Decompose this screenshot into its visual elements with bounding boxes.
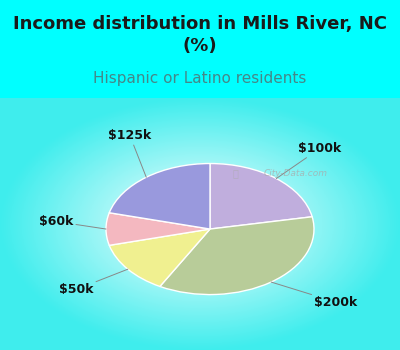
Wedge shape	[109, 229, 210, 286]
Text: $125k: $125k	[108, 129, 152, 177]
Text: $50k: $50k	[59, 269, 128, 296]
Text: $100k: $100k	[276, 142, 342, 178]
Text: Hispanic or Latino residents: Hispanic or Latino residents	[93, 71, 307, 86]
Text: Income distribution in Mills River, NC
(%): Income distribution in Mills River, NC (…	[13, 15, 387, 55]
Text: ⓘ: ⓘ	[232, 169, 238, 178]
Text: $60k: $60k	[39, 215, 106, 229]
Text: $200k: $200k	[271, 282, 358, 309]
Wedge shape	[109, 163, 210, 229]
Wedge shape	[210, 163, 312, 229]
Text: City-Data.com: City-Data.com	[264, 169, 328, 177]
Wedge shape	[160, 217, 314, 295]
Wedge shape	[106, 213, 210, 245]
